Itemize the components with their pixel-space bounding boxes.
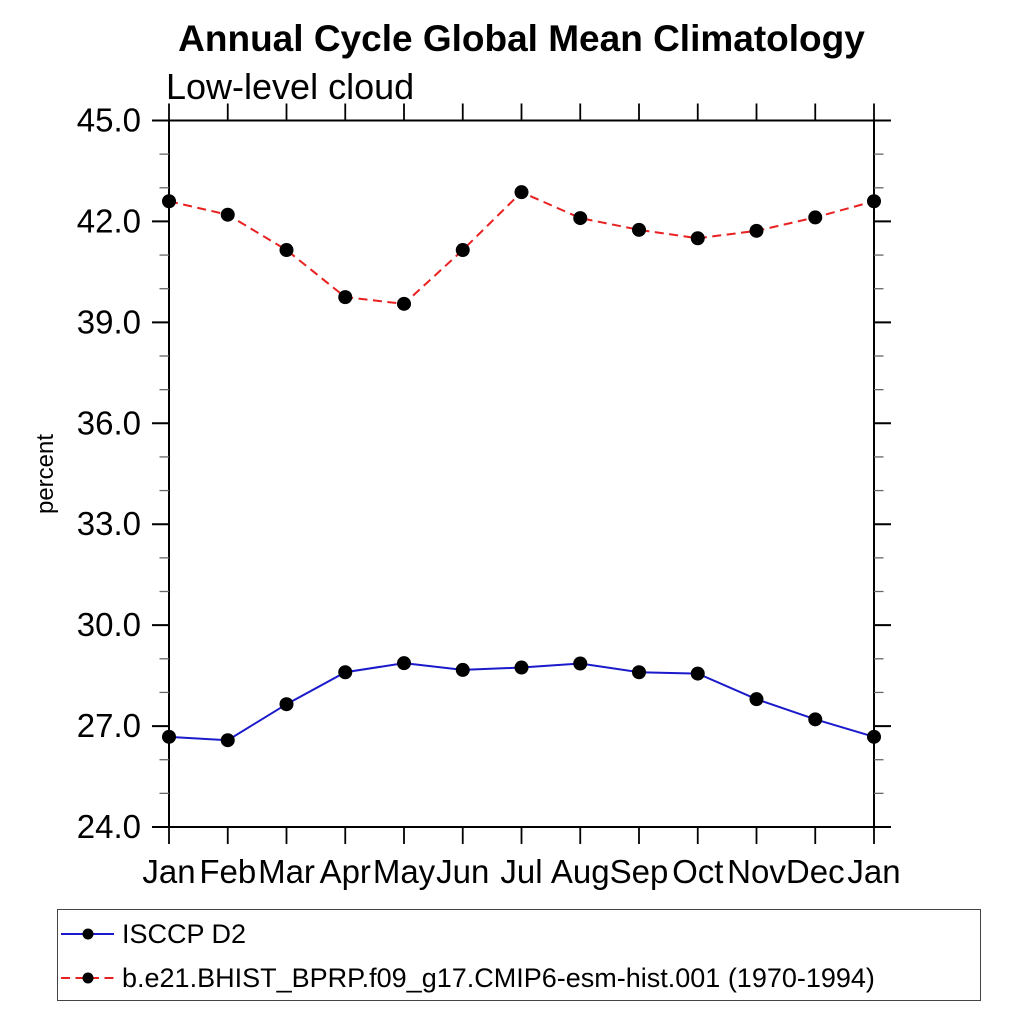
series-line-0 [168, 662, 875, 742]
data-point-marker [455, 243, 470, 258]
legend-label-model: b.e21.BHIST_BPRP.f09_g17.CMIP6-esm-hist.… [122, 962, 875, 993]
y-tick-label: 30.0 [77, 606, 141, 643]
data-point-marker [338, 665, 353, 680]
legend-item-model: b.e21.BHIST_BPRP.f09_g17.CMIP6-esm-hist.… [58, 956, 980, 1000]
x-tick-label: Jun [436, 853, 489, 890]
x-tick-label: Aug [551, 853, 610, 890]
data-point-marker [397, 296, 411, 311]
legend-marker [82, 972, 94, 984]
data-point-marker [690, 666, 705, 681]
legend-item-isccp: ISCCP D2 [58, 912, 980, 956]
data-point-marker [279, 697, 294, 712]
data-point-marker [338, 290, 353, 305]
series-line-1 [168, 190, 875, 305]
data-point-marker [749, 692, 764, 707]
data-point-marker [867, 194, 881, 209]
data-point-marker [690, 231, 705, 246]
y-tick-label: 39.0 [77, 303, 141, 340]
y-tick-label: 27.0 [77, 707, 141, 744]
data-point-marker [573, 656, 588, 671]
x-tick-label: May [373, 853, 436, 890]
legend-line-sample-model [61, 972, 114, 984]
data-point-marker [220, 733, 235, 748]
data-point-marker [808, 210, 823, 225]
data-point-marker [162, 729, 176, 744]
y-tick-label: 24.0 [77, 808, 141, 845]
chart-subtitle: Low-level cloud [166, 66, 415, 107]
data-point-marker [279, 243, 294, 258]
y-tick-label: 42.0 [77, 202, 141, 239]
data-point-marker [632, 222, 646, 237]
x-tick-label: Jul [500, 853, 542, 890]
data-point-marker [514, 185, 529, 200]
legend-label-isccp: ISCCP D2 [122, 918, 247, 949]
y-tick-label: 33.0 [77, 505, 141, 542]
y-tick-label: 45.0 [77, 102, 141, 139]
y-tick-label: 36.0 [77, 404, 141, 441]
chart-title: Annual Cycle Global Mean Climatology [178, 18, 865, 59]
data-point-marker [397, 656, 411, 671]
x-tick-label: Mar [258, 853, 315, 890]
data-point-marker [514, 660, 529, 675]
data-point-marker [808, 712, 823, 727]
data-point-marker [220, 207, 235, 222]
x-tick-label: Dec [786, 853, 845, 890]
legend-marker [82, 928, 94, 940]
data-point-marker [867, 729, 881, 744]
data-point-marker [749, 223, 764, 238]
x-tick-label: Jan [142, 853, 195, 890]
legend: ISCCP D2 b.e21.BHIST_BPRP.f09_g17.CMIP6-… [57, 909, 981, 1001]
x-tick-label: Feb [199, 853, 256, 890]
data-point-marker [455, 662, 470, 677]
legend-line-sample-isccp [61, 928, 114, 940]
x-tick-label: Sep [610, 853, 669, 890]
x-tick-label: Oct [672, 853, 723, 890]
x-tick-label: Apr [320, 853, 371, 890]
plot-frame [168, 119, 875, 828]
data-point-marker [162, 194, 176, 209]
x-tick-label: Nov [727, 853, 786, 890]
x-tick-label: Jan [847, 853, 900, 890]
data-point-marker [573, 211, 588, 226]
data-point-marker [632, 665, 646, 680]
